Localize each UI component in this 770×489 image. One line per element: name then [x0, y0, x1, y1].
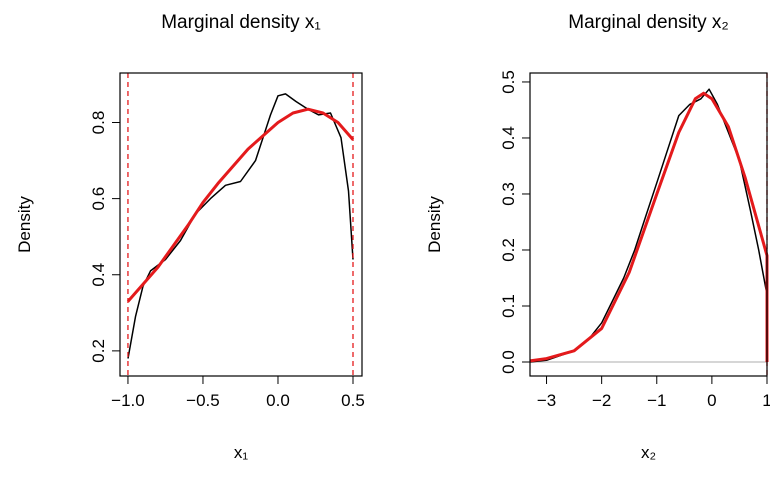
x-tick-label: 0.5: [341, 391, 365, 410]
y-tick-label: 0.2: [89, 339, 108, 363]
y-tick-label: 0.3: [499, 182, 518, 206]
chart-title: Marginal density x₂: [568, 12, 729, 33]
y-tick-label: 0.8: [89, 111, 108, 135]
x-tick-label: −3: [537, 391, 556, 410]
density-line: [127, 93, 354, 359]
y-axis-label: Density: [425, 196, 444, 253]
y-axis-label: Density: [15, 196, 34, 253]
x-tick-label: 1: [762, 391, 770, 410]
x-tick-label: −0.5: [186, 391, 220, 410]
chart-title: Marginal density x₁: [161, 12, 321, 33]
density-line: [529, 88, 768, 363]
y-tick-label: 0.4: [89, 263, 108, 287]
y-tick-label: 0.5: [499, 70, 518, 94]
y-tick-label: 0.0: [499, 350, 518, 374]
x-tick-label: −1.0: [111, 391, 145, 410]
x-axis-label: x₂: [641, 443, 656, 462]
x-tick-label: 0.0: [266, 391, 290, 410]
x-tick-label: −2: [592, 391, 611, 410]
density-line: [529, 91, 769, 363]
y-tick-label: 0.1: [499, 294, 518, 318]
plot-box: [119, 72, 363, 377]
x-tick-label: 0: [707, 391, 716, 410]
y-tick-label: 0.4: [499, 126, 518, 150]
x-tick-label: −1: [647, 391, 666, 410]
y-tick-label: 0.2: [499, 238, 518, 262]
y-tick-label: 0.6: [89, 187, 108, 211]
x-axis-label: x₁: [234, 443, 249, 462]
density-line: [126, 107, 355, 303]
plot-box: [529, 72, 768, 377]
